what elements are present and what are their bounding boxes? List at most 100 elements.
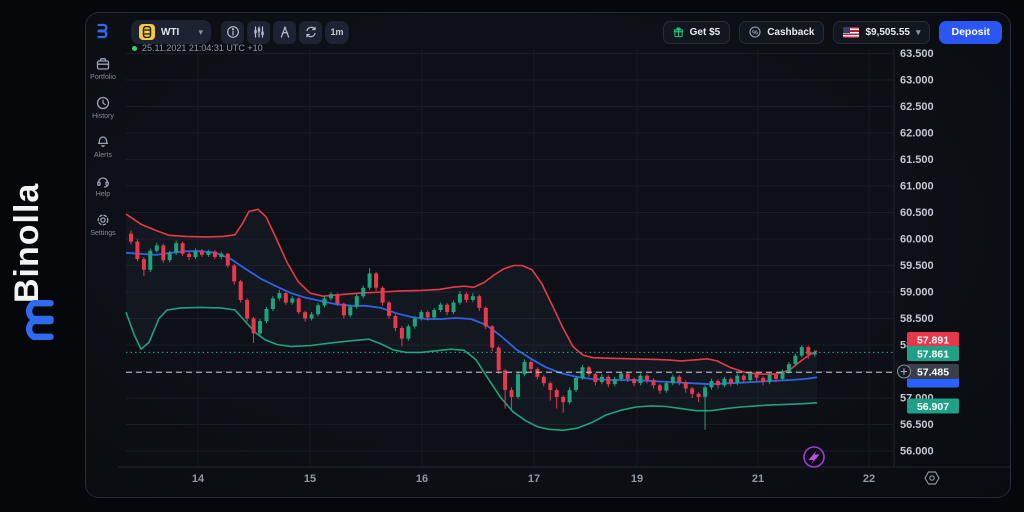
refresh-button[interactable] [299,20,322,44]
chart-settings-button[interactable] [924,471,940,485]
balance-amount: $9,505.55 [865,26,910,38]
x-axis-label[interactable]: 15 [304,473,316,485]
candle [541,376,546,384]
y-axis-label[interactable]: 56.000 [900,446,934,458]
y-axis-label[interactable]: 58.500 [900,313,934,325]
promo-label: Get $5 [689,26,721,38]
candle [786,364,791,372]
svg-text:%: % [752,29,758,36]
candle [348,306,353,316]
candle [535,368,540,377]
candle [193,250,198,258]
x-axis-label[interactable]: 16 [416,473,428,485]
sidebar-item-help[interactable]: Help [86,173,120,198]
indicators-button[interactable] [247,20,270,44]
clock-icon [96,96,110,110]
candle [141,259,146,270]
brand-strip: Binolla [0,0,85,512]
drawing-tools-button[interactable] [273,20,296,44]
candle [283,293,288,303]
candle [619,373,624,379]
candle [309,314,314,319]
x-axis-label[interactable]: 21 [752,473,764,485]
deposit-button[interactable]: Deposit [939,20,1002,44]
candle [238,281,243,300]
candle [580,367,585,378]
candle [470,296,475,300]
sidebar-item-label: Portfolio [90,74,116,81]
candle [432,310,437,318]
nav-rail: Portfolio History Alerts Help Settings [86,13,120,497]
timestamp-text: 25.11.2021 21:04:31 UTC +10 [142,43,263,53]
candle [457,294,462,303]
y-axis-label[interactable]: 63.000 [900,75,934,87]
candle [509,390,514,397]
cashback-button[interactable]: % Cashback [739,20,825,44]
x-axis-label[interactable]: 14 [192,473,205,485]
candle [496,347,501,371]
y-axis-label[interactable]: 61.500 [900,154,934,166]
candle [135,241,140,260]
sidebar-item-alerts[interactable]: Alerts [86,134,120,159]
y-axis-label[interactable]: 63.500 [900,48,934,60]
briefcase-icon [96,58,110,70]
candle [722,378,727,386]
candle [329,294,333,299]
candle [264,309,269,322]
chevron-down-icon: ▾ [915,26,921,37]
lightning-icon [808,450,820,465]
candle [212,251,217,257]
y-axis-label[interactable]: 59.500 [900,260,934,272]
timeframe-button[interactable]: 1m [325,20,349,44]
binolla-logo-small [97,23,107,39]
candle [251,318,256,334]
candle [806,347,811,355]
live-dot-icon [132,45,137,51]
candle [219,253,224,257]
candle [380,287,385,303]
candle [477,296,482,308]
y-axis-label[interactable]: 60.000 [900,234,934,246]
asset-selector[interactable]: WTI ▾ [131,20,211,44]
bollinger-upper-line [125,208,818,375]
sidebar-item-portfolio[interactable]: Portfolio [86,56,120,81]
candle [638,375,643,384]
chart-settings-dot-icon [929,475,935,481]
candle [167,252,172,261]
candle [754,373,759,378]
y-axis-label[interactable]: 60.500 [900,207,934,219]
bollinger-lower-line [125,306,818,432]
candle [812,352,817,355]
balance-selector[interactable]: $9,505.55 ▾ [833,20,931,44]
candle [303,312,308,319]
y-axis-label[interactable]: 61.000 [900,181,934,193]
sidebar-item-settings[interactable]: Settings [86,212,120,237]
y-axis-label[interactable]: 56.500 [900,419,934,431]
candle [361,287,366,297]
candle [316,305,321,315]
candle [709,381,714,388]
candle [148,250,153,270]
candle [387,302,391,316]
y-axis-label[interactable]: 62.500 [900,101,934,113]
promo-button[interactable]: Get $5 [662,20,731,44]
y-axis-label[interactable]: 62.000 [900,128,934,140]
candle [728,378,733,384]
oil-barrel-icon [139,24,155,40]
sidebar-item-history[interactable]: History [86,95,120,120]
x-axis-label[interactable]: 19 [631,473,643,485]
x-axis-label[interactable]: 22 [863,473,875,485]
info-button[interactable] [221,20,244,44]
price-chart[interactable]: 63.500 63.000 62.500 62.000 61.500 61.000 60.5… [86,13,1011,498]
x-axis-label[interactable]: 17 [528,473,540,485]
asset-symbol: WTI [161,26,180,38]
candle [425,312,430,318]
candle [245,299,250,319]
candle [367,273,372,288]
candle [129,233,133,242]
indicators-icon [253,26,264,38]
y-axis-label[interactable]: 59.000 [900,287,934,299]
candle [741,375,746,380]
candle [516,374,520,397]
bell-icon [97,136,109,147]
